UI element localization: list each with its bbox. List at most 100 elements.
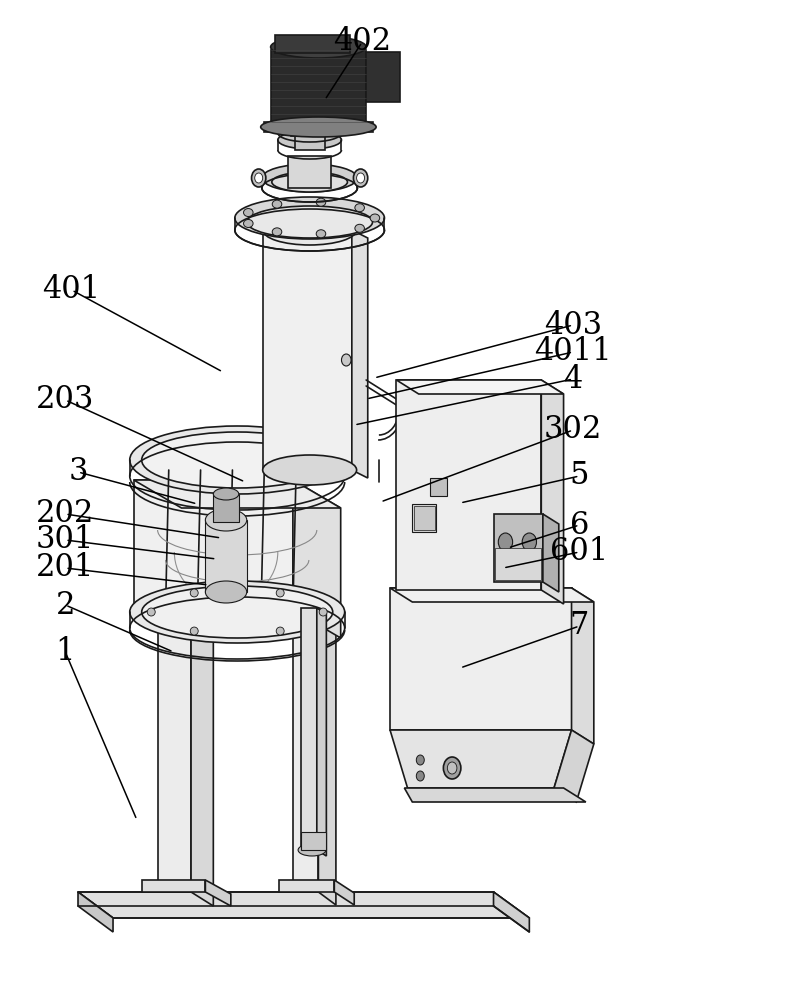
Bar <box>412 504 436 532</box>
Ellipse shape <box>142 586 333 638</box>
Text: 302: 302 <box>544 414 603 446</box>
Text: 2: 2 <box>56 589 75 620</box>
Polygon shape <box>78 892 529 918</box>
Polygon shape <box>158 600 213 610</box>
Ellipse shape <box>244 219 253 227</box>
Polygon shape <box>78 892 113 932</box>
Ellipse shape <box>190 627 198 635</box>
Polygon shape <box>205 520 247 592</box>
Polygon shape <box>334 880 354 905</box>
Ellipse shape <box>416 755 424 765</box>
Ellipse shape <box>252 169 266 187</box>
Ellipse shape <box>498 533 513 551</box>
Ellipse shape <box>147 608 155 616</box>
Ellipse shape <box>357 173 365 183</box>
Polygon shape <box>494 892 529 932</box>
Ellipse shape <box>298 844 326 856</box>
Ellipse shape <box>272 228 282 236</box>
Polygon shape <box>271 50 366 122</box>
Bar <box>301 832 326 850</box>
Ellipse shape <box>341 354 351 366</box>
Ellipse shape <box>355 224 365 232</box>
Ellipse shape <box>278 116 341 134</box>
Bar <box>288 156 331 188</box>
Text: 402: 402 <box>333 26 392 57</box>
Ellipse shape <box>272 200 282 208</box>
Polygon shape <box>142 880 205 892</box>
Ellipse shape <box>244 209 253 217</box>
Ellipse shape <box>235 197 384 239</box>
Polygon shape <box>205 880 231 906</box>
Ellipse shape <box>416 771 424 781</box>
Text: 601: 601 <box>550 536 609 568</box>
Ellipse shape <box>190 589 198 597</box>
Polygon shape <box>404 788 586 802</box>
Polygon shape <box>293 480 341 638</box>
Polygon shape <box>318 592 336 905</box>
Text: 403: 403 <box>544 310 603 340</box>
Ellipse shape <box>319 608 327 616</box>
Polygon shape <box>494 514 543 582</box>
Ellipse shape <box>213 488 239 500</box>
Text: 1: 1 <box>56 637 75 668</box>
Ellipse shape <box>271 36 366 58</box>
Ellipse shape <box>272 172 347 192</box>
Ellipse shape <box>276 589 284 597</box>
Bar <box>366 52 400 102</box>
Bar <box>295 125 325 150</box>
Polygon shape <box>541 380 564 604</box>
Ellipse shape <box>261 117 377 137</box>
Ellipse shape <box>353 169 368 187</box>
Polygon shape <box>191 600 213 906</box>
Bar <box>495 548 541 580</box>
Text: 6: 6 <box>570 510 589 540</box>
Text: 201: 201 <box>36 552 95 584</box>
Polygon shape <box>390 730 572 788</box>
Text: 202: 202 <box>36 498 95 530</box>
Polygon shape <box>543 514 559 592</box>
Bar <box>293 472 302 484</box>
Bar <box>275 35 350 53</box>
Ellipse shape <box>316 198 326 206</box>
Text: 7: 7 <box>570 610 589 642</box>
Text: 401: 401 <box>42 274 101 306</box>
Polygon shape <box>293 592 336 602</box>
Ellipse shape <box>316 230 326 238</box>
Ellipse shape <box>263 455 357 485</box>
Ellipse shape <box>262 164 357 192</box>
Ellipse shape <box>355 204 365 212</box>
Polygon shape <box>279 880 334 892</box>
Ellipse shape <box>255 173 263 183</box>
Polygon shape <box>293 592 318 892</box>
Text: 203: 203 <box>36 384 95 416</box>
Ellipse shape <box>522 533 537 551</box>
Ellipse shape <box>142 432 333 488</box>
Ellipse shape <box>370 214 380 222</box>
Ellipse shape <box>205 509 247 531</box>
Text: 4011: 4011 <box>534 336 612 367</box>
Polygon shape <box>301 608 317 850</box>
Polygon shape <box>390 588 594 602</box>
Polygon shape <box>352 230 368 478</box>
Ellipse shape <box>130 426 345 494</box>
Polygon shape <box>390 588 572 730</box>
Ellipse shape <box>276 627 284 635</box>
Bar <box>430 478 447 496</box>
Bar <box>291 98 329 136</box>
Text: 4: 4 <box>564 363 583 394</box>
Polygon shape <box>554 730 594 802</box>
Polygon shape <box>158 600 191 892</box>
Polygon shape <box>134 480 293 610</box>
Bar <box>414 506 435 530</box>
Ellipse shape <box>500 559 511 573</box>
Ellipse shape <box>278 131 341 149</box>
Bar <box>174 472 183 484</box>
Ellipse shape <box>247 206 373 238</box>
Text: 3: 3 <box>68 456 88 488</box>
Polygon shape <box>396 380 564 394</box>
Ellipse shape <box>130 581 345 643</box>
Text: 5: 5 <box>570 460 589 491</box>
Ellipse shape <box>205 581 247 603</box>
Ellipse shape <box>443 757 461 779</box>
Bar <box>213 494 239 522</box>
